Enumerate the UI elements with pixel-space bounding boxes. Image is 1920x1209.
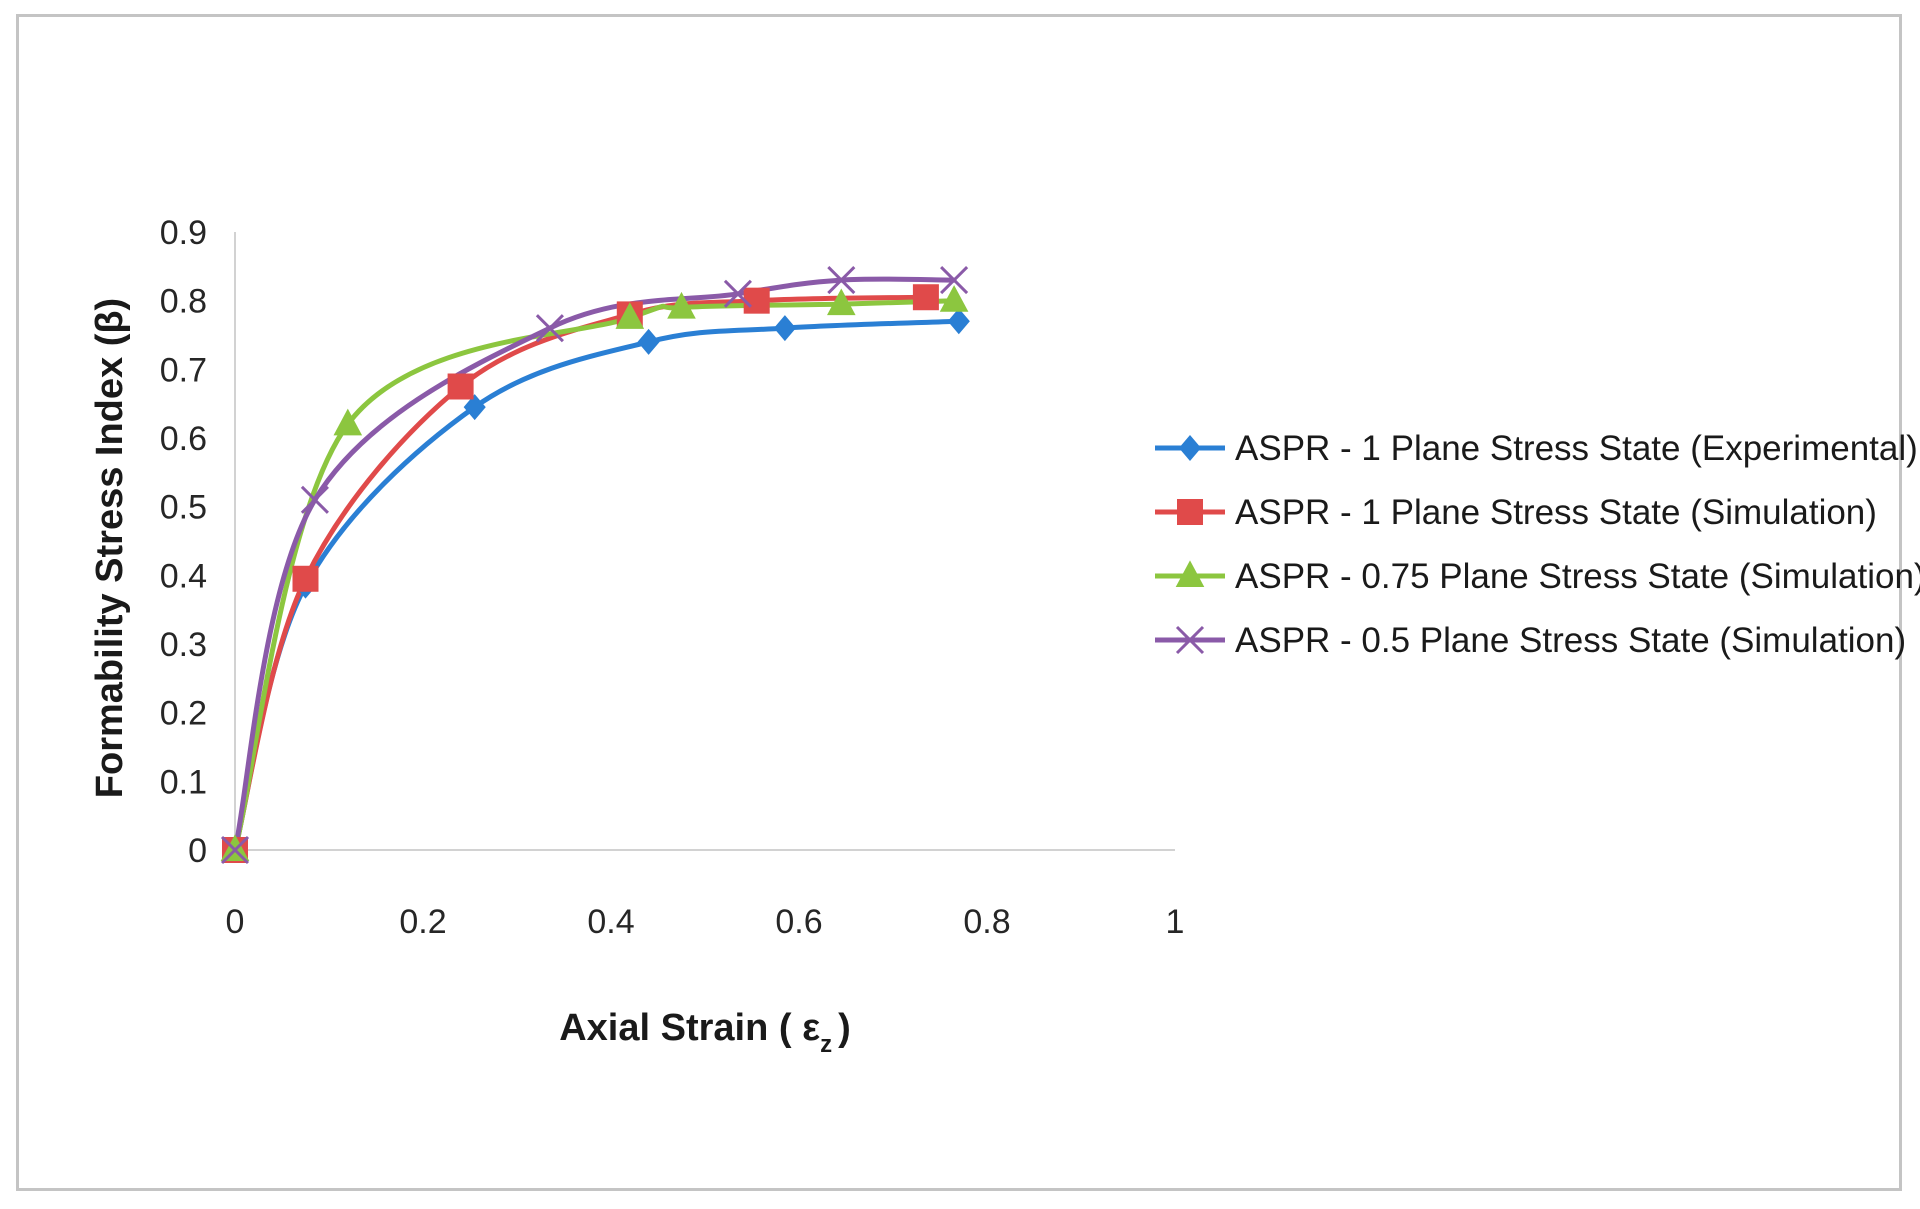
- x-axis-title-subscript: z: [820, 1031, 832, 1058]
- series-4-point: [940, 266, 969, 295]
- y-tick-label: 0.4: [160, 557, 207, 595]
- series-1-point: [637, 328, 660, 355]
- x-tick-label: 0.2: [399, 903, 446, 941]
- series-1-point: [947, 308, 970, 335]
- x-axis-title-main: Axial Strain ( ε: [559, 1007, 820, 1049]
- series-2-point: [292, 565, 319, 592]
- x-axis-title: Axial Strain ( εz): [559, 1007, 851, 1058]
- series-line-1: [232, 318, 962, 853]
- y-tick-label: 0.8: [160, 283, 207, 321]
- legend-swatch-marker: [1177, 499, 1203, 525]
- series-2-point: [447, 373, 474, 400]
- legend-swatch-marker: [1175, 560, 1205, 588]
- series-3-point: [220, 834, 250, 862]
- series-markers: [220, 266, 970, 865]
- legend-label: ASPR - 1 Plane Stress State (Experimenta…: [1235, 429, 1918, 468]
- chart-axes: [234, 232, 1175, 851]
- y-axis-title: Formability Stress Index (β): [89, 298, 131, 798]
- legend-swatch-marker: [1175, 625, 1205, 655]
- y-tick-label: 0.7: [160, 351, 207, 389]
- series-line-3: [232, 298, 957, 853]
- series-4-point: [300, 485, 329, 514]
- legend-item: ASPR - 0.5 Plane Stress State (Simulatio…: [1155, 621, 1906, 660]
- x-tick-label: 0.4: [587, 903, 634, 941]
- y-tick-label: 0.2: [160, 695, 207, 733]
- series-3-point: [827, 288, 856, 316]
- series-3-point: [667, 291, 696, 319]
- legend-swatch-marker: [1178, 435, 1202, 461]
- y-tick-label: 0.5: [160, 489, 207, 527]
- series-1-point: [773, 315, 796, 342]
- chart-frame: [16, 14, 1902, 1191]
- y-tick-label: 0: [188, 832, 207, 870]
- series-lines: [232, 276, 962, 853]
- series-4-point: [535, 314, 564, 343]
- y-tick-label: 0.1: [160, 763, 207, 801]
- x-tick-labels: 0 0.2 0.4 0.6 0.8 1: [226, 903, 1185, 941]
- x-tick-label: 1: [1166, 903, 1185, 941]
- series-3-point: [939, 285, 969, 312]
- series-line-2: [232, 294, 929, 853]
- legend-label: ASPR - 0.5 Plane Stress State (Simulatio…: [1235, 621, 1906, 660]
- legend-label: ASPR - 1 Plane Stress State (Simulation): [1235, 493, 1877, 532]
- series-3-point: [615, 302, 645, 329]
- legend-item: ASPR - 1 Plane Stress State (Simulation): [1155, 493, 1877, 532]
- y-tick-label: 0.9: [160, 214, 207, 252]
- y-tick-labels: 0 0.1 0.2 0.3 0.4 0.5 0.6 0.7 0.8 0.9: [160, 214, 207, 870]
- y-tick-label: 0.3: [160, 626, 207, 664]
- series-4-point: [827, 266, 856, 295]
- series-1-point: [463, 394, 486, 421]
- series-4-point: [723, 279, 752, 308]
- series-2-point: [912, 284, 939, 311]
- series-4-point: [220, 835, 250, 865]
- y-tick-label: 0.6: [160, 420, 207, 458]
- x-tick-label: 0: [226, 903, 245, 941]
- x-tick-label: 0.6: [775, 903, 822, 941]
- series-3-point: [333, 408, 363, 436]
- legend-item: ASPR - 0.75 Plane Stress State (Simulati…: [1155, 557, 1920, 596]
- legend: ASPR - 1 Plane Stress State (Experimenta…: [1155, 429, 1920, 660]
- legend-item: ASPR - 1 Plane Stress State (Experimenta…: [1155, 429, 1918, 468]
- series-2-point: [743, 287, 770, 314]
- legend-label: ASPR - 0.75 Plane Stress State (Simulati…: [1235, 557, 1920, 596]
- series-line-4: [232, 276, 957, 853]
- x-axis-title-suffix: ): [838, 1007, 851, 1049]
- x-tick-label: 0.8: [963, 903, 1010, 941]
